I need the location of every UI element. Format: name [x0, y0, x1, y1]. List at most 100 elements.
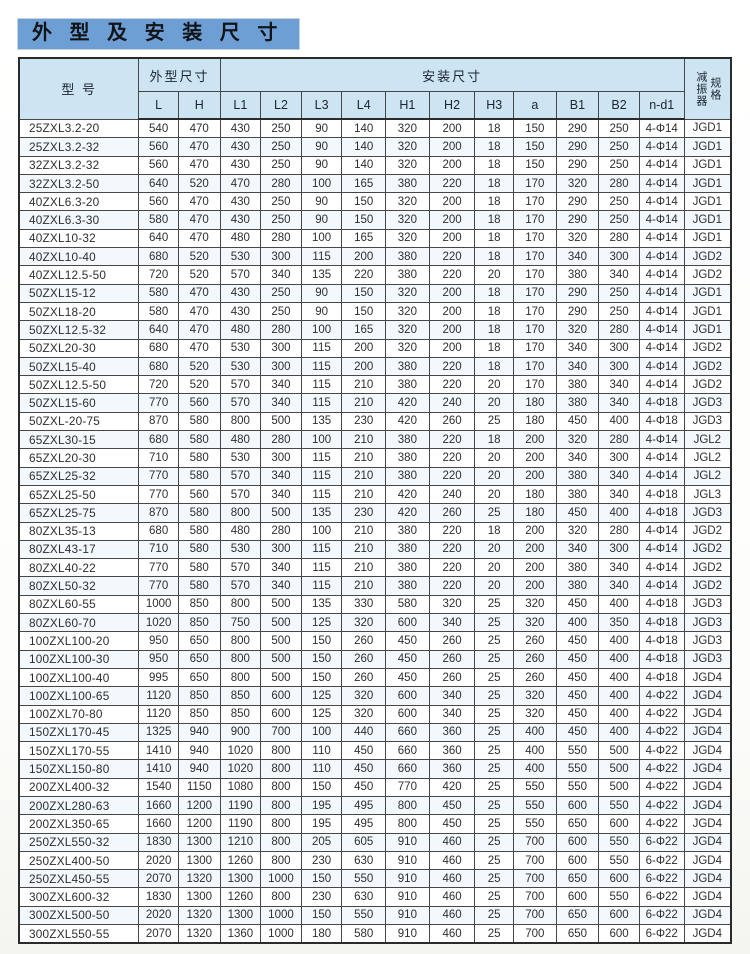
value-cell: 18 [474, 320, 514, 340]
value-cell: 280 [598, 228, 640, 249]
value-cell: 18 [474, 210, 514, 230]
value-cell: 260 [428, 503, 476, 523]
model-cell: 300ZXL500-50 [18, 905, 140, 926]
value-cell: 20 [474, 539, 514, 560]
value-cell: 4-Φ14 [638, 448, 685, 468]
value-cell: 700 [512, 869, 557, 889]
table-row: 250ZXL550-32 1830 1300 1210 800 205 605 910 460 2… [18, 832, 732, 852]
value-cell: 1000 [260, 869, 302, 889]
value-cell: 140 [341, 118, 387, 139]
value-cell: 450 [428, 795, 476, 816]
value-cell: 25 [474, 924, 514, 944]
value-cell: 1000 [260, 905, 302, 926]
damper-cell: JGD3 [683, 613, 732, 633]
value-cell: 850 [219, 704, 262, 724]
damper-cell: JGD2 [683, 558, 732, 578]
value-cell: 320 [385, 155, 430, 175]
value-cell: 720 [138, 375, 179, 395]
table-row: 80ZXL40-22 770 580 570 340 115 210 380 220 20 200 3… [18, 558, 732, 578]
damper-cell: JGL2 [683, 466, 732, 486]
value-cell: 170 [512, 301, 557, 322]
table-row: 250ZXL400-50 2020 1300 1260 800 230 630 910 460 2… [18, 850, 732, 871]
value-cell: 20 [474, 466, 514, 486]
table-row: 150ZXL170-55 1410 940 1020 800 110 450 660 360 25… [18, 741, 732, 761]
model-cell: 40ZXL12.5-50 [18, 265, 140, 285]
value-cell: 340 [260, 576, 302, 596]
value-cell: 770 [138, 576, 179, 596]
damper-cell: JGD2 [683, 576, 732, 596]
value-cell: 220 [428, 558, 476, 578]
table-row: 200ZXL400-32 1540 1150 1080 800 150 450 770 420 2… [18, 777, 732, 797]
value-cell: 4-Φ14 [638, 320, 685, 340]
value-cell: 1660 [138, 814, 179, 834]
value-cell: 600 [260, 686, 302, 706]
table-row: 50ZXL15-60 770 560 570 340 115 210 420 240 20 180 3… [18, 393, 732, 413]
value-cell: 340 [598, 393, 640, 413]
value-cell: 1200 [177, 795, 221, 816]
value-cell: 25 [474, 759, 514, 779]
value-cell: 600 [555, 887, 600, 907]
damper-cell: JGL2 [683, 430, 732, 450]
value-cell: 800 [260, 832, 302, 852]
value-cell: 720 [138, 265, 179, 285]
damper-cell: JGD4 [683, 777, 732, 797]
damper-cell: JGD4 [683, 869, 732, 889]
damper-cell: JGD1 [683, 137, 732, 157]
value-cell: 290 [555, 301, 600, 322]
value-cell: 100 [300, 722, 343, 743]
model-cell: 40ZXL6.3-30 [18, 210, 140, 230]
value-cell: 320 [512, 686, 557, 706]
value-cell: 25 [474, 850, 514, 871]
value-cell: 100 [300, 320, 343, 340]
damper-label-part1: 减振器 [694, 70, 707, 107]
value-cell: 250 [260, 155, 302, 175]
value-cell: 4-Φ14 [638, 210, 685, 230]
value-cell: 25 [474, 649, 514, 669]
value-cell: 660 [385, 741, 430, 761]
value-cell: 700 [512, 887, 557, 907]
damper-cell: JGD2 [683, 521, 732, 541]
value-cell: 18 [474, 338, 514, 358]
value-cell: 340 [598, 466, 640, 486]
value-cell: 4-Φ14 [638, 576, 685, 596]
value-cell: 200 [512, 539, 557, 560]
value-cell: 18 [474, 247, 514, 267]
value-cell: 25 [474, 667, 514, 688]
value-cell: 150 [341, 283, 387, 303]
value-cell: 700 [512, 905, 557, 926]
value-cell: 135 [300, 411, 343, 432]
value-cell: 580 [177, 558, 221, 578]
value-cell: 460 [428, 924, 476, 944]
damper-label-part2: 规格 [708, 76, 721, 101]
value-cell: 260 [341, 667, 387, 688]
value-cell: 400 [598, 704, 640, 724]
value-cell: 1300 [219, 905, 262, 926]
value-cell: 450 [555, 649, 600, 669]
table-body: 25ZXL3.2-20 540 470 430 250 90 140 320 200 18 150 2… [18, 118, 732, 944]
value-cell: 600 [555, 832, 600, 852]
value-cell: 220 [428, 521, 476, 541]
table-row: 300ZXL550-55 2070 1320 1360 1000 180 580 910 460… [18, 924, 732, 944]
value-cell: 580 [177, 448, 221, 468]
value-cell: 400 [512, 722, 557, 743]
value-cell: 2020 [138, 850, 179, 871]
damper-cell: JGD1 [683, 192, 732, 212]
value-cell: 4-Φ18 [638, 503, 685, 523]
value-cell: 570 [219, 558, 262, 578]
value-cell: 20 [474, 393, 514, 413]
value-cell: 380 [385, 558, 430, 578]
value-cell: 6-Φ22 [638, 924, 685, 944]
value-cell: 90 [300, 301, 343, 322]
value-cell: 570 [219, 375, 262, 395]
value-cell: 4-Φ22 [638, 795, 685, 816]
model-cell: 250ZXL450-55 [18, 869, 140, 889]
value-cell: 1660 [138, 795, 179, 816]
value-cell: 380 [385, 521, 430, 541]
value-cell: 800 [260, 814, 302, 834]
value-cell: 550 [555, 759, 600, 779]
value-cell: 680 [138, 521, 179, 541]
value-cell: 320 [385, 320, 430, 340]
value-cell: 530 [219, 448, 262, 468]
value-cell: 250 [260, 137, 302, 157]
value-cell: 220 [428, 576, 476, 596]
